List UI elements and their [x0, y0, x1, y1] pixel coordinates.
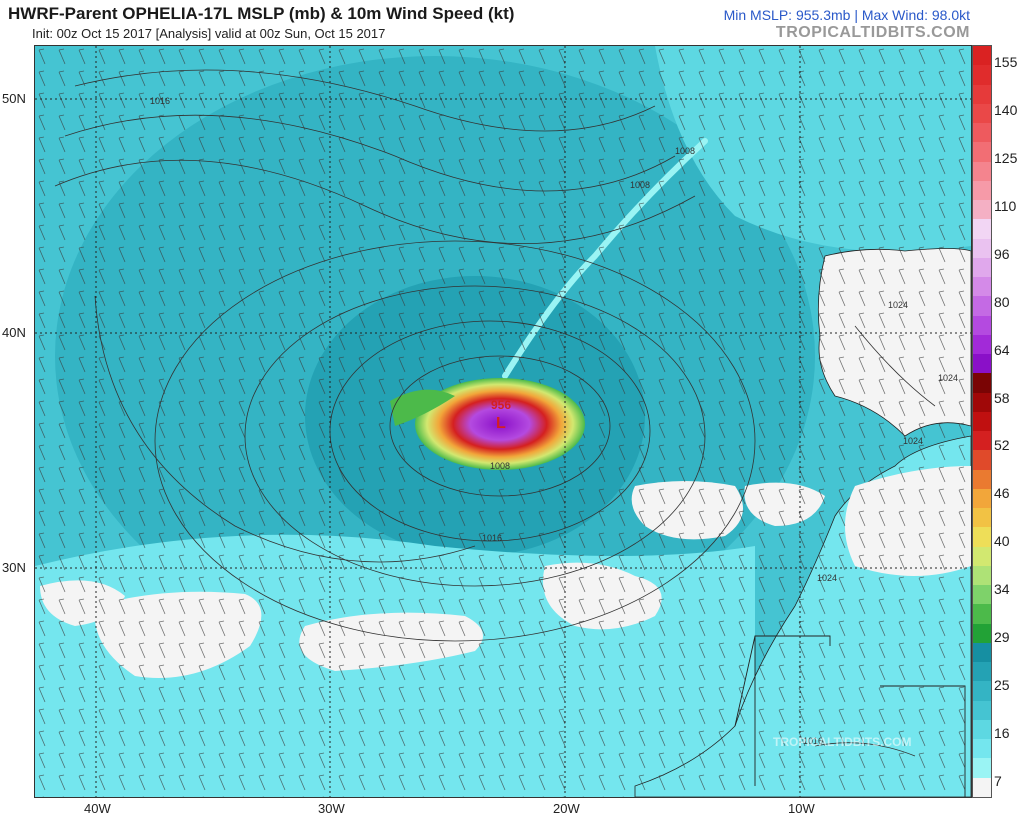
colorbar-tick-label: 58 [994, 389, 1010, 406]
ophelia-outer-green [390, 389, 455, 426]
colorbar-segment [973, 257, 991, 278]
colorbar-tick-label: 16 [994, 725, 1010, 742]
colorbar-segment [973, 777, 991, 798]
wind-speed-colorbar [972, 45, 992, 798]
colorbar-segment [973, 739, 991, 759]
isobar-label: 1024 [888, 300, 908, 310]
lon-label-40w: 40W [84, 801, 111, 816]
isobar-label: 1016 [150, 96, 170, 106]
isobar-label: 1016 [482, 533, 502, 543]
colorbar-segment [973, 546, 991, 567]
colorbar-tick-label: 29 [994, 629, 1010, 646]
colorbar-tick-label: 96 [994, 245, 1010, 262]
init-valid-line: Init: 00z Oct 15 2017 [Analysis] valid a… [32, 26, 386, 41]
colorbar-segment [973, 277, 991, 297]
colorbar-segment [973, 700, 991, 721]
colorbar-segment [973, 46, 991, 66]
lat-label-50n: 50N [2, 91, 26, 106]
colorbar-tick-label: 34 [994, 581, 1010, 598]
center-pressure-label: 956 [491, 398, 511, 412]
colorbar-segment [973, 219, 991, 240]
colorbar-segment [973, 719, 991, 740]
isobar-label: 1008 [490, 461, 510, 471]
colorbar-segment [973, 604, 991, 625]
colorbar-tick-label: 140 [994, 101, 1018, 118]
colorbar-tick-label: 110 [994, 197, 1017, 214]
colorbar-segment [973, 103, 991, 124]
colorbar-segment [973, 296, 991, 317]
map-watermark: TROPICALTIDBITS.COM [773, 735, 911, 749]
colorbar-tick-label: 64 [994, 341, 1010, 358]
colorbar-segment [973, 642, 991, 663]
colorbar-segment [973, 411, 991, 432]
colorbar-tick-label: 155 [994, 54, 1018, 70]
lon-label-30w: 30W [318, 801, 345, 816]
colorbar-segment [973, 662, 991, 682]
colorbar-segment [973, 123, 991, 143]
colorbar-tick-label: 125 [994, 149, 1018, 166]
isobar-label: 1016 [803, 736, 823, 746]
colorbar-segment [973, 508, 991, 528]
map-title: HWRF-Parent OPHELIA-17L MSLP (mb) & 10m … [8, 4, 515, 23]
low-center-symbol: L [496, 415, 506, 432]
colorbar-segment [973, 469, 991, 490]
colorbar-tick-label: 25 [994, 677, 1010, 694]
colorbar-tick-label: 40 [994, 533, 1010, 550]
isobar-label: 1008 [675, 146, 695, 156]
ophelia-core [415, 378, 585, 470]
colorbar-segment [973, 527, 991, 548]
colorbar-segment [973, 334, 991, 355]
isobar-label: 1024 [903, 436, 923, 446]
brand-label[interactable]: TROPICALTIDBITS.COM [775, 24, 970, 41]
lat-label-40n: 40N [2, 325, 26, 340]
isobar-label: 1024 [938, 373, 958, 383]
colorbar-segment [973, 392, 991, 413]
colorbar-tick-label: 7 [994, 773, 1002, 789]
isobar-label: 1008 [630, 180, 650, 190]
map-canvas: 1016 1008 1008 1008 1016 1024 1024 1024 … [35, 46, 971, 797]
colorbar-segment [973, 488, 991, 509]
colorbar-tick-label: 46 [994, 485, 1010, 502]
isobar-label: 1024 [817, 573, 837, 583]
colorbar-segment [973, 238, 991, 259]
colorbar-segment [973, 161, 991, 182]
colorbar-segment [973, 623, 991, 644]
colorbar-segment [973, 315, 991, 336]
colorbar-segment [973, 431, 991, 451]
storm-stats: Min MSLP: 955.3mb | Max Wind: 98.0kt [723, 7, 970, 23]
colorbar-segment [973, 450, 991, 471]
colorbar-segment [973, 681, 991, 702]
forecast-map: 1016 1008 1008 1008 1016 1024 1024 1024 … [34, 45, 972, 798]
colorbar-segment [973, 65, 991, 85]
colorbar-segment [973, 84, 991, 105]
lon-label-20w: 20W [553, 801, 580, 816]
colorbar-segment [973, 758, 991, 779]
colorbar-tick-label: 52 [994, 437, 1010, 454]
colorbar-segment [973, 354, 991, 374]
colorbar-segment [973, 142, 991, 163]
lon-label-10w: 10W [788, 801, 815, 816]
graticule [35, 46, 971, 797]
isobars [54, 69, 936, 757]
colorbar-segment [973, 200, 991, 220]
colorbar-segment [973, 565, 991, 586]
colorbar-tick-label: 80 [994, 293, 1010, 310]
colorbar-segment [973, 585, 991, 605]
lat-label-30n: 30N [2, 560, 26, 575]
colorbar-segment [973, 180, 991, 201]
colorbar-segment [973, 373, 991, 394]
